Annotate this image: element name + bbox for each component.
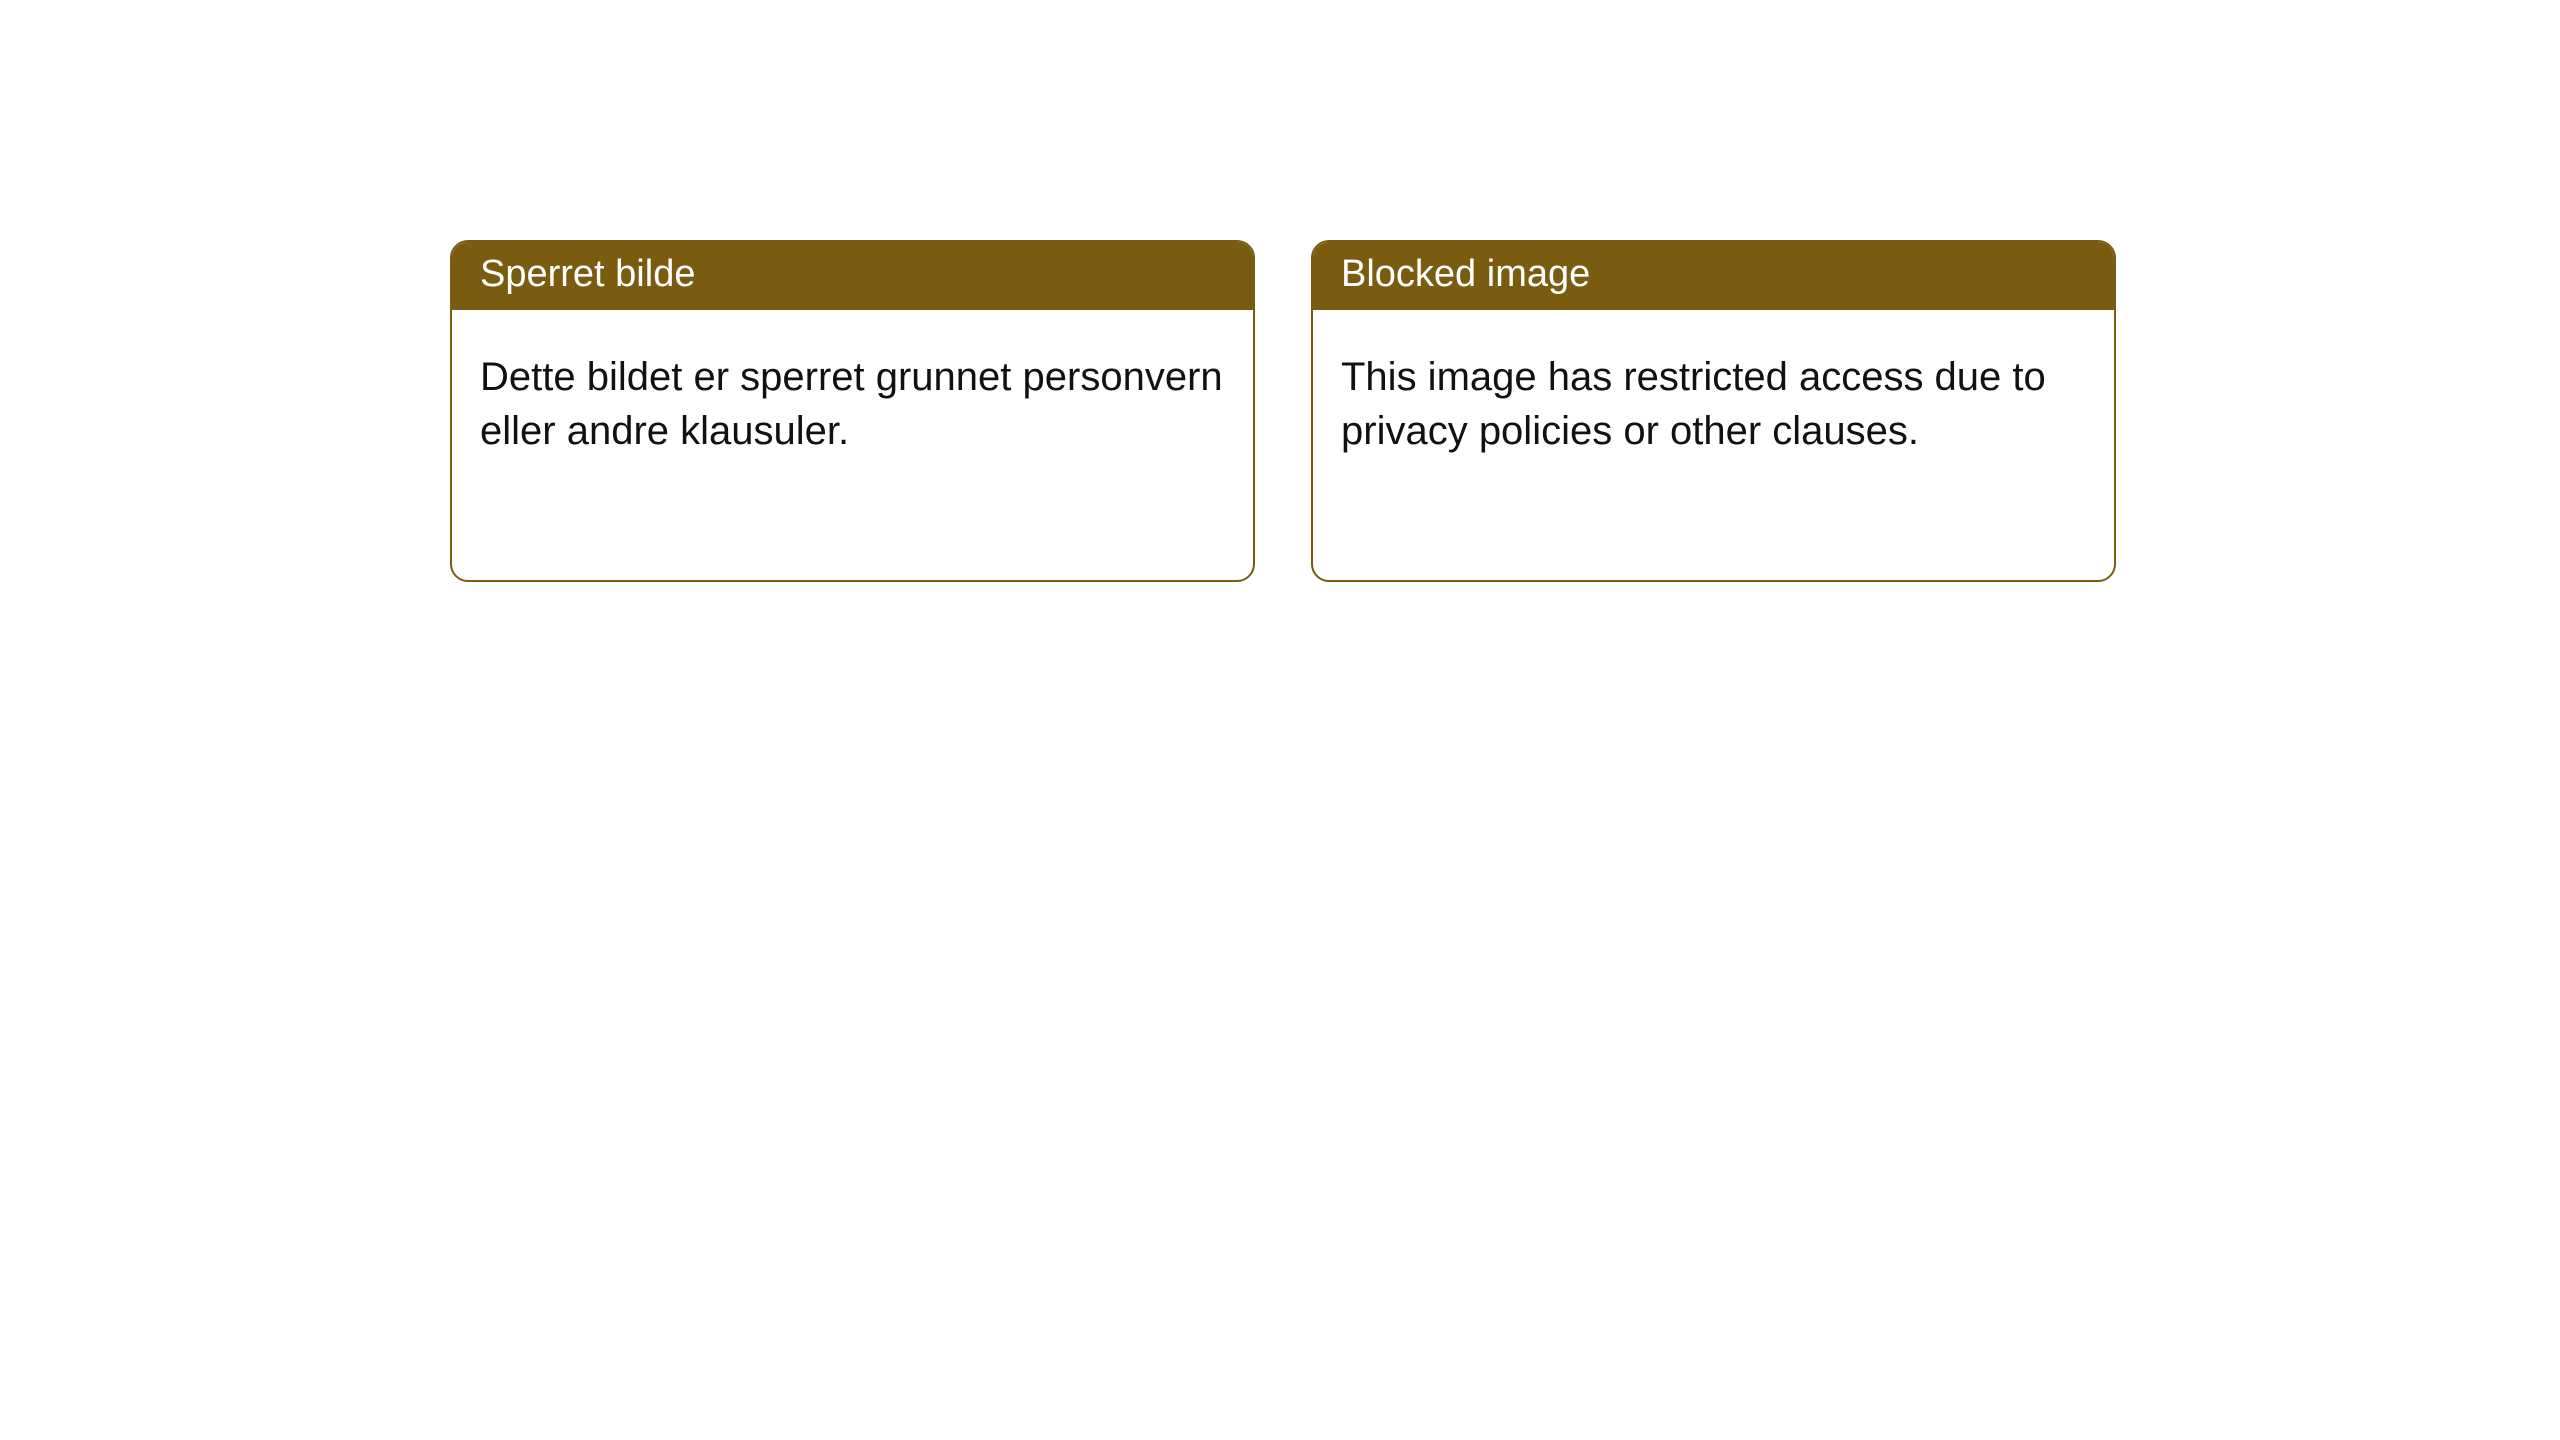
card-header: Sperret bilde [452, 242, 1253, 310]
card-body: Dette bildet er sperret grunnet personve… [452, 310, 1253, 580]
card-header: Blocked image [1313, 242, 2114, 310]
notice-cards-container: Sperret bilde Dette bildet er sperret gr… [450, 240, 2560, 582]
notice-card-norwegian: Sperret bilde Dette bildet er sperret gr… [450, 240, 1255, 582]
notice-card-english: Blocked image This image has restricted … [1311, 240, 2116, 582]
card-body: This image has restricted access due to … [1313, 310, 2114, 580]
